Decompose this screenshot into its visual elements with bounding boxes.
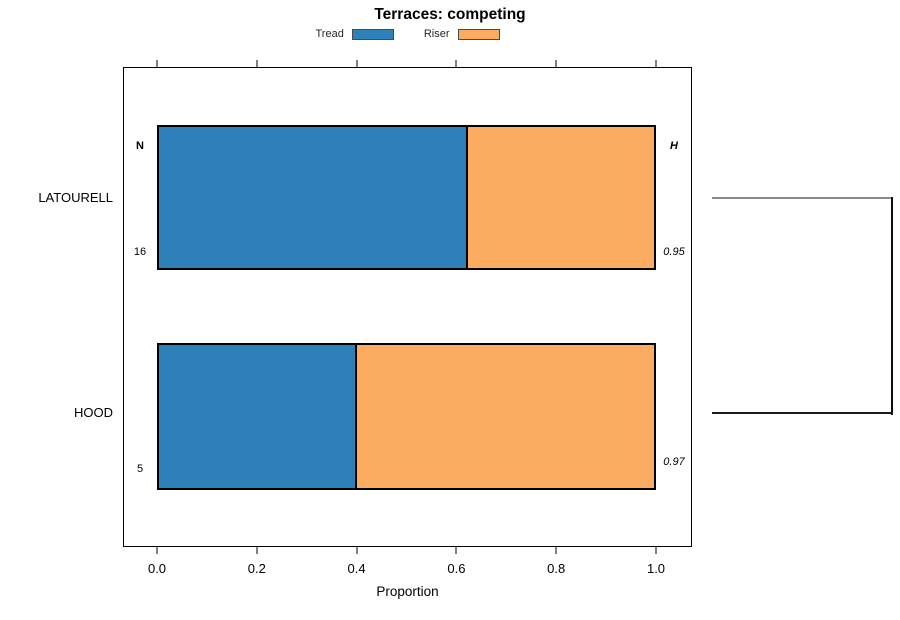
h-header-label: H [670, 140, 678, 152]
x-tick-label: 0.0 [147, 561, 167, 576]
tick-mark [356, 547, 358, 554]
legend-swatch-tread-icon [351, 28, 394, 40]
legend-label-tread: Tread [315, 28, 344, 40]
tick-mark [455, 60, 457, 67]
tick-mark [356, 60, 358, 67]
x-axis-tick-labels: 0.0 0.2 0.4 0.6 0.8 1.0 [148, 561, 665, 576]
y-label-hood: HOOD [74, 405, 113, 420]
bar-latourell-tread-segment [159, 127, 469, 268]
tick-mark [156, 547, 158, 554]
x-tick-label: 0.4 [347, 561, 366, 576]
legend-label-riser: Riser [423, 28, 450, 40]
legend-item-tread: Tread [316, 28, 394, 40]
tick-mark [555, 547, 557, 554]
x-tick-label: 0.6 [447, 561, 466, 576]
x-tick-label: 0.2 [247, 561, 266, 576]
n-value-latourell: 16 [133, 246, 147, 258]
n-header-label: N [136, 140, 144, 152]
dendrogram-branch-hood [712, 412, 893, 414]
bar-latourell [157, 125, 656, 270]
tick-mark [156, 60, 158, 67]
tick-mark [655, 547, 657, 554]
bar-hood-tread-segment [159, 345, 357, 488]
n-value-hood: 5 [136, 463, 144, 475]
bar-hood [157, 343, 656, 490]
legend-swatch-riser-icon [457, 28, 500, 40]
y-label-latourell: LATOURELL [38, 190, 113, 205]
bar-latourell-riser-segment [468, 127, 654, 268]
x-axis-top-ticks [156, 60, 657, 67]
legend: Tread Riser [123, 27, 692, 41]
tick-mark [655, 60, 657, 67]
dendrogram-join-line [891, 197, 893, 415]
tick-mark [455, 547, 457, 554]
x-tick-label: 0.8 [547, 561, 566, 576]
x-axis-bottom-ticks [156, 547, 657, 554]
tick-mark [256, 547, 258, 554]
h-value-hood: 0.97 [663, 456, 685, 468]
tick-mark [256, 60, 258, 67]
x-axis-title: Proportion [376, 584, 439, 599]
chart-title: Terraces: competing [374, 6, 526, 23]
plot-area [123, 67, 692, 547]
bar-hood-riser-segment [357, 345, 654, 488]
legend-item-riser: Riser [424, 28, 500, 40]
dendrogram-branch-latourell [712, 197, 893, 199]
x-tick-label: 1.0 [646, 561, 666, 576]
tick-mark [555, 60, 557, 67]
h-value-latourell: 0.95 [663, 246, 685, 258]
